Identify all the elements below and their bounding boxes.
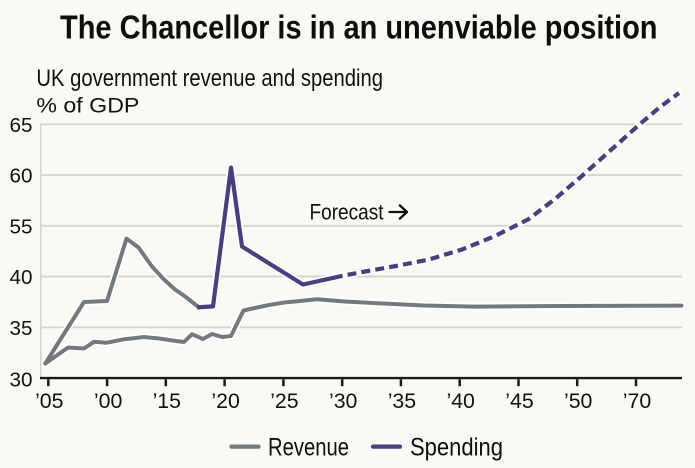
- svg-text:’20: ’20: [211, 389, 240, 413]
- svg-text:’40: ’40: [446, 389, 475, 413]
- svg-text:Spending: Spending: [410, 434, 503, 461]
- svg-text:60: 60: [9, 165, 32, 188]
- svg-text:’30: ’30: [329, 389, 358, 413]
- svg-text:The Chancellor is in an unenvi: The Chancellor is in an unenviable posit…: [60, 10, 658, 47]
- svg-text:’35: ’35: [388, 389, 416, 413]
- svg-text:’00: ’00: [94, 389, 123, 413]
- svg-text:35: 35: [9, 317, 32, 340]
- svg-text:30: 30: [9, 369, 32, 392]
- svg-text:65: 65: [9, 114, 32, 137]
- svg-text:% of GDP: % of GDP: [36, 95, 139, 118]
- svg-text:Forecast: Forecast: [310, 200, 384, 225]
- svg-text:’50: ’50: [564, 389, 593, 413]
- svg-text:55: 55: [9, 215, 32, 238]
- svg-text:’45: ’45: [505, 389, 533, 413]
- svg-text:’15: ’15: [153, 389, 181, 413]
- svg-text:’05: ’05: [35, 389, 63, 413]
- svg-text:’70: ’70: [623, 389, 652, 413]
- svg-text:’25: ’25: [270, 389, 298, 413]
- svg-text:40: 40: [9, 266, 32, 289]
- svg-text:Revenue: Revenue: [268, 434, 349, 461]
- svg-text:UK government revenue and spen: UK government revenue and spending: [36, 65, 383, 92]
